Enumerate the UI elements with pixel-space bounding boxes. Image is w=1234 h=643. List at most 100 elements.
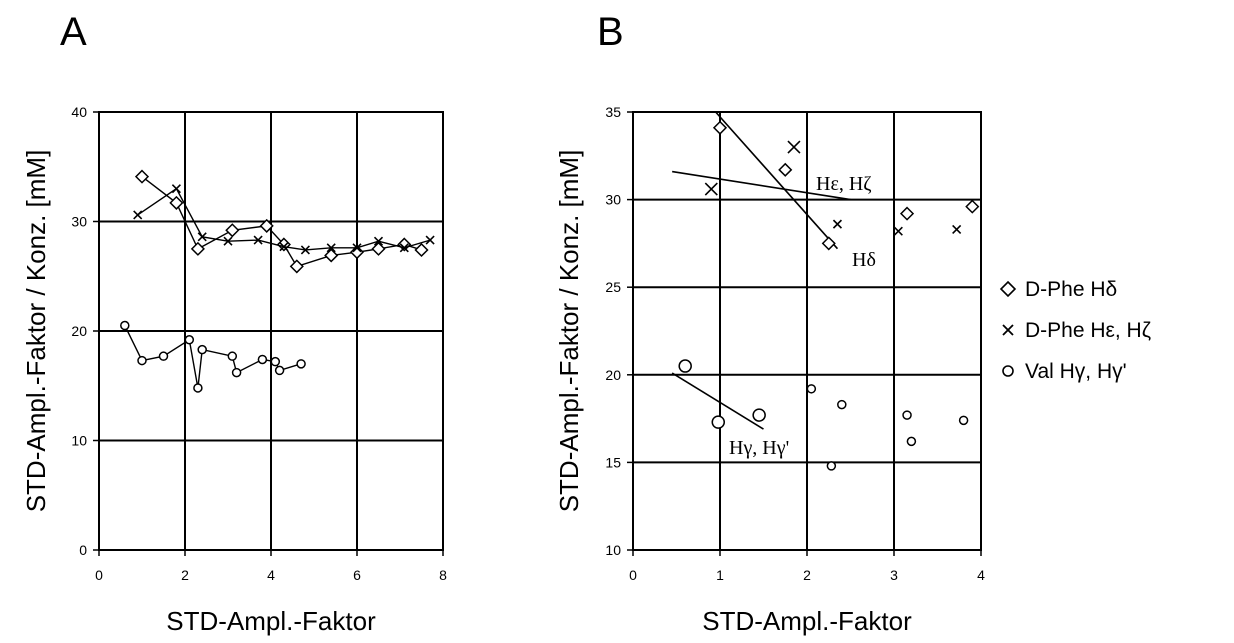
y-tick-label: 20 (605, 367, 621, 383)
data-point-circle (806, 384, 817, 394)
panel-a-y-axis-label: STD-Ampl.-Faktor / Konz. [mM] (21, 150, 51, 513)
data-point-circle (958, 415, 969, 426)
data-point-circle (197, 344, 207, 355)
panel-b-ticks: 0 1 2 3 4 10 15 20 25 30 35 (605, 104, 985, 583)
data-point-circle (752, 408, 766, 422)
panel-a-grid (99, 112, 443, 550)
panel-a: A 0 2 4 6 8 0 10 20 30 40 STD-Ampl.-Faktor / Konz… (21, 10, 447, 636)
x-tick-label: 0 (629, 567, 637, 583)
y-tick-label: 10 (71, 433, 87, 449)
data-point-diamond (324, 248, 339, 263)
x-tick-label: 2 (181, 567, 189, 583)
data-point-diamond (965, 199, 980, 214)
panel-b-grid (633, 112, 981, 550)
data-point-circle (270, 356, 281, 367)
data-point-circle (678, 359, 692, 373)
data-point-diamond (190, 241, 205, 256)
data-point-diamond (169, 195, 184, 210)
y-tick-label: 10 (605, 542, 621, 558)
data-point-diamond (712, 120, 728, 135)
trendline (672, 170, 851, 201)
panel-b: B 0 1 2 3 4 10 15 20 25 30 35 STD-Ampl.-Faktor / K… (554, 10, 985, 636)
data-point-diamond (371, 241, 386, 256)
data-point-cross (279, 242, 289, 252)
panel-b-x-axis-label: STD-Ampl.-Faktor (702, 606, 912, 636)
legend: D-Phe Hδ D-Phe Hε, Hζ Val Hγ, Hγ' (999, 278, 1151, 383)
series-line (124, 325, 302, 389)
trendline (671, 372, 764, 430)
x-tick-label: 4 (977, 567, 985, 583)
legend-cross-marker (1002, 324, 1014, 336)
data-point-cross (832, 219, 843, 229)
data-point-cross (399, 243, 409, 253)
data-point-cross (223, 236, 233, 246)
legend-diamond-marker (999, 280, 1017, 298)
legend-item-val-h-gamma: Val Hγ, Hγ' (1002, 360, 1127, 383)
legend-item-d-phe-h-delta: D-Phe Hδ (999, 278, 1117, 301)
data-point-cross (893, 226, 903, 236)
panel-a-x-axis-label: STD-Ampl.-Faktor (166, 606, 376, 636)
y-tick-label: 30 (71, 214, 87, 230)
y-tick-label: 30 (605, 192, 621, 208)
data-point-cross (952, 224, 962, 234)
y-tick-label: 15 (605, 454, 621, 470)
trendline-label-h-epsilon-zeta: Hε, Hζ (816, 173, 872, 195)
x-tick-label: 3 (890, 567, 898, 583)
data-point-cross (300, 245, 310, 255)
data-point-circle (274, 365, 285, 376)
panel-a-series (120, 169, 435, 393)
legend-item-d-phe-h-epsilon-zeta: D-Phe Hε, Hζ (1002, 319, 1151, 342)
data-point-circle (826, 461, 837, 471)
y-tick-label: 40 (71, 104, 87, 120)
data-point-cross (326, 243, 336, 253)
panel-a-letter: A (60, 10, 87, 54)
data-point-circle (193, 383, 203, 393)
data-point-circle (906, 436, 917, 447)
trendline-label-h-delta: Hδ (852, 249, 876, 271)
data-point-circle (902, 410, 912, 420)
data-point-diamond (349, 245, 365, 260)
data-point-cross (787, 140, 801, 154)
data-point-diamond (778, 162, 793, 177)
legend-label-d-phe-h-delta: D-Phe Hδ (1025, 278, 1117, 301)
data-point-cross (425, 235, 435, 245)
data-point-circle (231, 367, 242, 378)
data-point-diamond (134, 169, 150, 184)
trendline-label-h-gamma: Hγ, Hγ' (729, 437, 789, 459)
x-tick-label: 8 (439, 567, 447, 583)
data-point-diamond (259, 218, 274, 233)
data-point-cross (133, 210, 143, 220)
data-point-diamond (899, 206, 915, 221)
data-point-diamond (414, 242, 429, 258)
data-point-diamond (225, 223, 240, 238)
data-point-circle (184, 335, 195, 345)
data-point-cross (171, 184, 181, 194)
data-point-circle (257, 354, 268, 365)
data-point-diamond (289, 259, 304, 274)
data-point-circle (120, 320, 130, 331)
data-point-circle (837, 399, 847, 410)
data-point-cross (253, 235, 263, 245)
data-point-circle (227, 351, 238, 361)
y-tick-label: 20 (71, 323, 87, 339)
x-tick-label: 1 (716, 567, 724, 583)
data-point-circle (158, 351, 169, 361)
x-tick-label: 2 (803, 567, 811, 583)
data-point-circle (711, 415, 726, 429)
x-tick-label: 4 (267, 567, 275, 583)
x-tick-label: 6 (353, 567, 361, 583)
series-line (137, 187, 431, 251)
data-point-cross (704, 182, 718, 196)
y-tick-label: 35 (605, 104, 621, 120)
panel-a-ticks: 0 2 4 6 8 0 10 20 30 40 (71, 104, 447, 583)
panel-b-letter: B (597, 10, 624, 54)
panel-b-series (678, 120, 980, 471)
panel-b-trendlines (671, 111, 851, 430)
legend-label-d-phe-h-epsilon-zeta: D-Phe Hε, Hζ (1025, 319, 1151, 342)
y-tick-label: 25 (605, 279, 621, 295)
x-tick-label: 0 (95, 567, 103, 583)
panel-b-y-axis-label: STD-Ampl.-Faktor / Konz. [mM] (554, 150, 584, 513)
trendline (715, 111, 839, 250)
data-point-cross (373, 236, 384, 246)
